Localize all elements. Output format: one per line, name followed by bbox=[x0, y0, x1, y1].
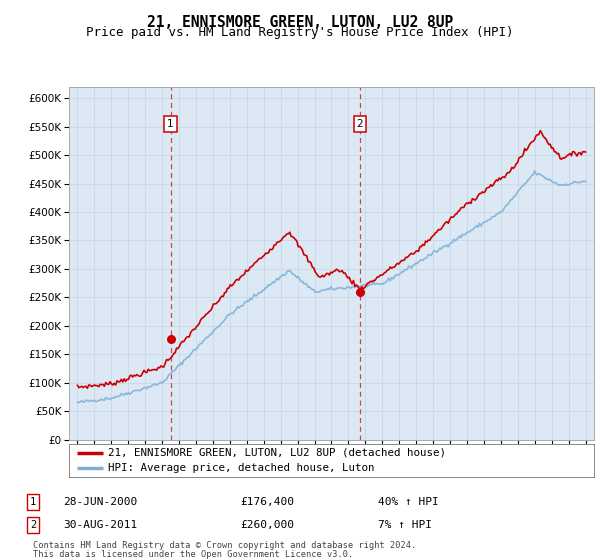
Text: Contains HM Land Registry data © Crown copyright and database right 2024.: Contains HM Land Registry data © Crown c… bbox=[33, 541, 416, 550]
Text: 30-AUG-2011: 30-AUG-2011 bbox=[63, 520, 137, 530]
Text: 1: 1 bbox=[30, 497, 36, 507]
Text: HPI: Average price, detached house, Luton: HPI: Average price, detached house, Luto… bbox=[109, 463, 375, 473]
Text: 21, ENNISMORE GREEN, LUTON, LU2 8UP: 21, ENNISMORE GREEN, LUTON, LU2 8UP bbox=[147, 15, 453, 30]
Text: 2: 2 bbox=[30, 520, 36, 530]
Text: £176,400: £176,400 bbox=[240, 497, 294, 507]
Text: £260,000: £260,000 bbox=[240, 520, 294, 530]
Text: Price paid vs. HM Land Registry's House Price Index (HPI): Price paid vs. HM Land Registry's House … bbox=[86, 26, 514, 39]
Text: 7% ↑ HPI: 7% ↑ HPI bbox=[378, 520, 432, 530]
Text: 21, ENNISMORE GREEN, LUTON, LU2 8UP (detached house): 21, ENNISMORE GREEN, LUTON, LU2 8UP (det… bbox=[109, 447, 446, 458]
Text: 40% ↑ HPI: 40% ↑ HPI bbox=[378, 497, 439, 507]
Text: 2: 2 bbox=[356, 119, 363, 129]
Text: 28-JUN-2000: 28-JUN-2000 bbox=[63, 497, 137, 507]
Text: This data is licensed under the Open Government Licence v3.0.: This data is licensed under the Open Gov… bbox=[33, 550, 353, 559]
Text: 1: 1 bbox=[167, 119, 174, 129]
